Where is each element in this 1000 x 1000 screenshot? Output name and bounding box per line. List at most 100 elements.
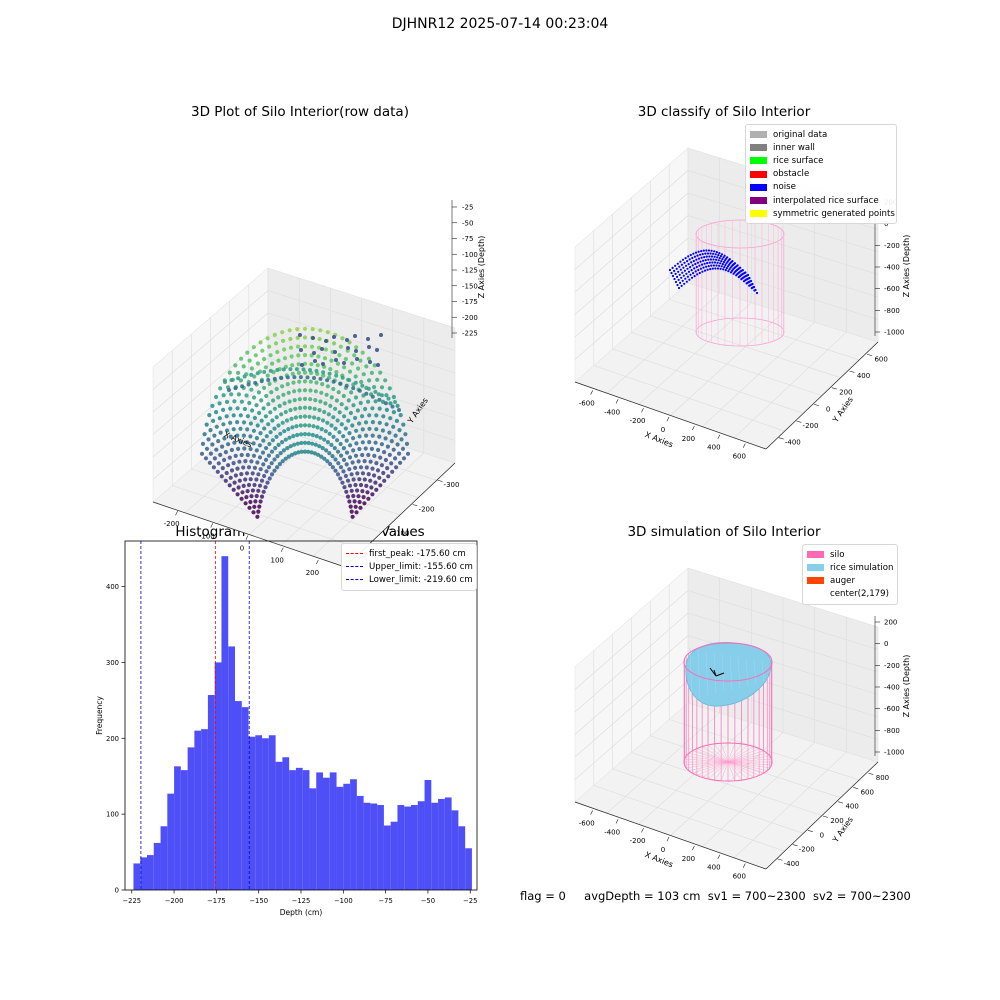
panel1-point bbox=[255, 361, 260, 366]
panel1-point bbox=[282, 401, 287, 406]
panel1-point bbox=[262, 356, 267, 362]
panel1-point bbox=[335, 418, 340, 423]
panel2-noise-point bbox=[696, 261, 699, 264]
panel1-point bbox=[331, 386, 336, 392]
panel1-point bbox=[347, 369, 353, 374]
panel1-point bbox=[229, 468, 235, 473]
panel1-point bbox=[338, 381, 343, 386]
panel1-point bbox=[338, 476, 343, 481]
panel2-noise-point bbox=[681, 271, 684, 274]
panel1-point bbox=[341, 446, 346, 451]
panel2-x-tick bbox=[641, 408, 644, 413]
panel2-noise-point bbox=[691, 256, 694, 260]
panel1-z-tick-label: -25 bbox=[462, 204, 473, 212]
panel2-noise-point bbox=[680, 284, 683, 287]
panel1-point bbox=[358, 358, 363, 363]
panel1-point bbox=[349, 390, 354, 395]
panel1-point bbox=[366, 386, 371, 391]
histogram-x-tick-label: −150 bbox=[249, 897, 268, 905]
panel1-point bbox=[320, 418, 326, 423]
panel1-point bbox=[383, 436, 388, 441]
panel1-point bbox=[276, 423, 281, 428]
panel1-point bbox=[202, 432, 207, 437]
panel2-y-tick-label: 0 bbox=[826, 405, 830, 413]
panel1-point bbox=[340, 336, 345, 341]
panel1-point bbox=[227, 388, 231, 392]
histogram-y-tick-label: 300 bbox=[106, 659, 119, 667]
panel1-point bbox=[327, 451, 332, 456]
panel1-point bbox=[377, 406, 382, 411]
panel2-noise-point bbox=[701, 270, 704, 273]
panel1-point bbox=[225, 428, 230, 433]
panel1-point bbox=[224, 414, 229, 419]
panel1-x-tick bbox=[245, 535, 249, 540]
panel2-noise-point bbox=[689, 266, 692, 269]
panel1-point bbox=[366, 399, 371, 404]
panel2-noise-point bbox=[731, 260, 734, 263]
panel1-point bbox=[341, 434, 346, 439]
panel1-point bbox=[326, 412, 331, 417]
panel1-point bbox=[251, 453, 257, 458]
panel1-point bbox=[284, 418, 290, 423]
legend-label: noise bbox=[773, 182, 796, 193]
panel1-point bbox=[268, 368, 273, 373]
panel4-z-tick-label: -600 bbox=[884, 705, 900, 713]
panel1-point bbox=[302, 370, 308, 375]
panel1-point bbox=[375, 468, 381, 473]
panel4-y-tick bbox=[822, 815, 828, 818]
panel1-point bbox=[266, 402, 271, 407]
panel1-point bbox=[241, 420, 247, 425]
panel4-rice-mesh bbox=[697, 649, 701, 699]
panel1-point bbox=[275, 454, 280, 459]
panel2-noise-point bbox=[724, 269, 727, 272]
panel2-noise-point bbox=[688, 278, 691, 281]
panel1-point bbox=[276, 358, 281, 363]
panel1-point bbox=[239, 399, 244, 404]
panel2-z-tick-label: -800 bbox=[884, 307, 900, 315]
panel4-legend-item: rice simulation bbox=[807, 561, 893, 574]
panel1-point bbox=[281, 338, 286, 343]
histogram-bar bbox=[133, 863, 141, 890]
panel1-point bbox=[292, 442, 297, 447]
panel1-point bbox=[249, 459, 254, 464]
panel1-point bbox=[293, 406, 298, 411]
panel1-point bbox=[370, 492, 375, 497]
panel1-point bbox=[325, 420, 330, 425]
panel1-point bbox=[251, 428, 256, 433]
panel1-point bbox=[319, 427, 324, 432]
panel1-point bbox=[366, 472, 371, 477]
panel1-point bbox=[376, 363, 380, 367]
panel2-noise-point bbox=[707, 265, 710, 268]
panel1-point bbox=[335, 449, 341, 454]
panel4-x-tick-label: 0 bbox=[661, 846, 665, 854]
panel2-noise-point bbox=[705, 249, 708, 252]
panel1-point bbox=[283, 456, 288, 461]
panel1-point bbox=[269, 390, 274, 395]
panel2-noise-point bbox=[677, 270, 680, 273]
panel4-y-tick-label: 800 bbox=[876, 774, 889, 782]
panel2-noise-point bbox=[715, 264, 718, 267]
panel1-point bbox=[394, 418, 399, 423]
panel1-point bbox=[352, 353, 357, 358]
panel1-x-axis bbox=[152, 501, 346, 568]
panel1-point bbox=[210, 403, 215, 408]
panel1-point bbox=[231, 413, 236, 418]
panel2-noise-point bbox=[725, 262, 728, 265]
panel1-point bbox=[302, 449, 308, 454]
panel2-noise-point bbox=[720, 260, 723, 263]
panel1-point bbox=[333, 468, 338, 473]
panel1-point bbox=[378, 455, 383, 460]
panel4-rice-mesh bbox=[729, 655, 733, 691]
panel1-point bbox=[306, 440, 311, 446]
panel4-z-label: Z Axies (Depth) bbox=[902, 655, 911, 718]
legend-label: first_peak: -175.60 cm bbox=[369, 548, 466, 559]
panel1-point bbox=[243, 459, 248, 464]
panel1-point bbox=[356, 366, 361, 371]
panel1-point bbox=[386, 396, 391, 401]
histogram-bar bbox=[214, 662, 222, 890]
panel1-point bbox=[302, 335, 308, 340]
panel2-y-tick bbox=[831, 387, 837, 390]
panel1-point bbox=[229, 378, 234, 383]
panel1-point bbox=[354, 428, 359, 433]
panel1-point bbox=[308, 388, 313, 393]
